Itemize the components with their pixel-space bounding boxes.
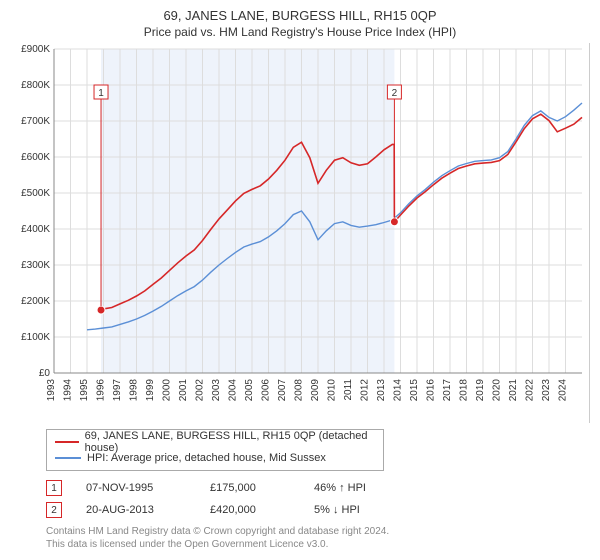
xtick-label: 2018 — [459, 379, 470, 402]
xtick-label: 2015 — [409, 379, 420, 402]
marker-date: 07-NOV-1995 — [86, 482, 186, 494]
xtick-label: 1998 — [129, 379, 140, 402]
xtick-label: 2017 — [442, 379, 453, 402]
xtick-label: 2008 — [294, 379, 305, 402]
titles: 69, JANES LANE, BURGESS HILL, RH15 0QP P… — [10, 6, 590, 43]
xtick-label: 2007 — [277, 379, 288, 402]
footer-attribution: Contains HM Land Registry data © Crown c… — [46, 525, 590, 551]
xtick-label: 2019 — [475, 379, 486, 402]
xtick-label: 1995 — [79, 379, 90, 402]
marker-price: £175,000 — [210, 482, 290, 494]
xtick-label: 2002 — [195, 379, 206, 402]
ytick-label: £600K — [21, 152, 50, 163]
marker-badge: 1 — [46, 480, 62, 496]
line-chart: £0 £100K £200K £300K £400K £500K £600K £700K £80… — [10, 43, 590, 423]
xtick-label: 2022 — [525, 379, 536, 402]
xtick-label: 2010 — [327, 379, 338, 402]
legend-row: 69, JANES LANE, BURGESS HILL, RH15 0QP (… — [55, 434, 375, 450]
title-address: 69, JANES LANE, BURGESS HILL, RH15 0QP — [10, 8, 590, 23]
sale-point — [390, 218, 398, 226]
ytick-label: £800K — [21, 80, 50, 91]
marker-delta: 46% ↑ HPI — [314, 482, 366, 494]
xtick-label: 2005 — [244, 379, 255, 402]
xtick-label: 2016 — [426, 379, 437, 402]
xtick-label: 1993 — [46, 379, 57, 402]
ytick-label: £400K — [21, 224, 50, 235]
footer-line1: Contains HM Land Registry data © Crown c… — [46, 525, 590, 538]
xtick-label: 1994 — [63, 379, 74, 402]
xtick-label: 2024 — [558, 379, 569, 402]
legend-swatch — [55, 441, 79, 443]
xtick-label: 1999 — [145, 379, 156, 402]
xtick-label: 2006 — [261, 379, 272, 402]
sale-marker-table: 1 07-NOV-1995 £175,000 46% ↑ HPI 2 20-AUG-201… — [46, 477, 590, 521]
xtick-label: 2013 — [376, 379, 387, 402]
xtick-label: 1997 — [112, 379, 123, 402]
ytick-label: £0 — [39, 368, 51, 379]
xtick-label: 2021 — [508, 379, 519, 402]
ytick-label: £100K — [21, 332, 50, 343]
marker-date: 20-AUG-2013 — [86, 504, 186, 516]
ytick-label: £300K — [21, 260, 50, 271]
legend-swatch — [55, 457, 81, 459]
callout-number: 1 — [98, 88, 104, 99]
xtick-label: 2012 — [360, 379, 371, 402]
ytick-label: £500K — [21, 188, 50, 199]
ownership-shaded-region — [101, 49, 394, 373]
xtick-label: 2009 — [310, 379, 321, 402]
sale-point — [97, 306, 105, 314]
xtick-label: 2000 — [162, 379, 173, 402]
ytick-label: £200K — [21, 296, 50, 307]
title-subtitle: Price paid vs. HM Land Registry's House … — [10, 25, 590, 39]
xtick-label: 2020 — [492, 379, 503, 402]
xtick-label: 2011 — [343, 379, 354, 401]
legend: 69, JANES LANE, BURGESS HILL, RH15 0QP (… — [46, 429, 384, 471]
ytick-label: £700K — [21, 116, 50, 127]
xtick-label: 2003 — [211, 379, 222, 402]
marker-price: £420,000 — [210, 504, 290, 516]
xtick-label: 2004 — [228, 379, 239, 402]
legend-label: 69, JANES LANE, BURGESS HILL, RH15 0QP (… — [85, 430, 375, 454]
xtick-label: 2001 — [178, 379, 189, 402]
marker-badge: 2 — [46, 502, 62, 518]
marker-row: 1 07-NOV-1995 £175,000 46% ↑ HPI — [46, 477, 590, 499]
chart-area: £0 £100K £200K £300K £400K £500K £600K £700K £80… — [10, 43, 590, 423]
marker-delta: 5% ↓ HPI — [314, 504, 360, 516]
marker-row: 2 20-AUG-2013 £420,000 5% ↓ HPI — [46, 499, 590, 521]
chart-container: 69, JANES LANE, BURGESS HILL, RH15 0QP P… — [0, 0, 600, 560]
legend-label: HPI: Average price, detached house, Mid … — [87, 452, 326, 464]
xtick-label: 2014 — [393, 379, 404, 402]
xtick-label: 1996 — [96, 379, 107, 402]
callout-number: 2 — [392, 88, 398, 99]
footer-line2: This data is licensed under the Open Gov… — [46, 538, 590, 551]
xtick-label: 2023 — [541, 379, 552, 402]
ytick-label: £900K — [21, 44, 50, 55]
